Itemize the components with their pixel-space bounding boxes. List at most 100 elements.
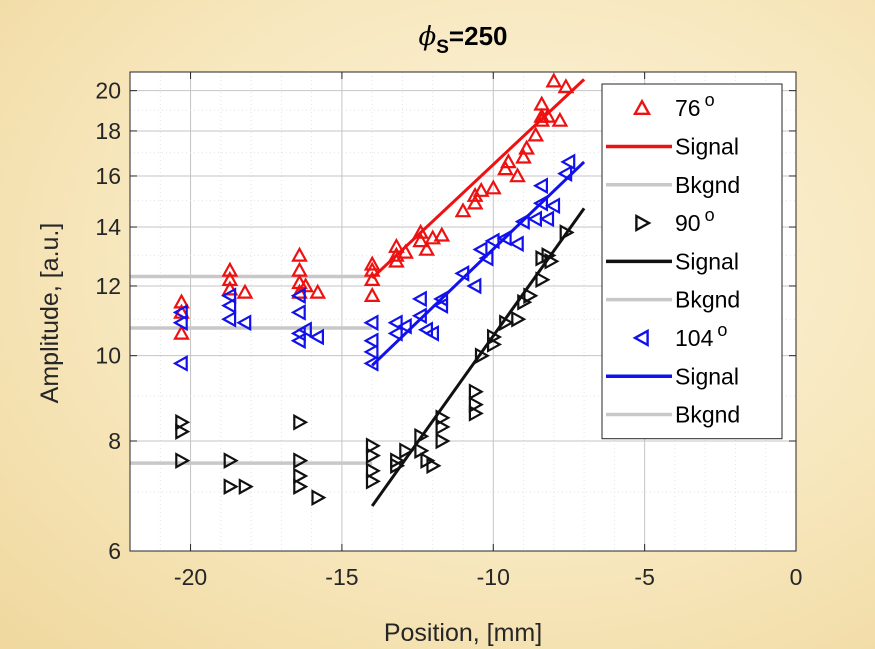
- data-points: [172, 72, 576, 506]
- point-90: [293, 467, 309, 485]
- point-76: [557, 78, 575, 94]
- y-tick-label: 14: [95, 214, 121, 240]
- point-76: [545, 72, 563, 88]
- point-90: [468, 405, 484, 422]
- point-90: [175, 452, 191, 469]
- point-104: [387, 314, 403, 332]
- point-90: [223, 478, 239, 495]
- y-tick-label: 16: [95, 163, 121, 189]
- legend-label: Signal: [675, 248, 739, 274]
- point-90: [399, 442, 415, 460]
- legend-marker-90: [635, 213, 652, 233]
- point-90: [390, 457, 406, 475]
- point-76: [518, 139, 535, 155]
- point-90: [311, 489, 327, 506]
- point-104: [514, 213, 530, 230]
- point-90: [365, 462, 381, 480]
- point-90: [559, 224, 575, 241]
- point-90: [426, 457, 442, 475]
- point-76: [397, 243, 414, 259]
- point-90: [487, 336, 503, 353]
- point-90: [468, 383, 484, 401]
- point-104: [484, 232, 500, 250]
- point-90: [293, 478, 309, 495]
- legend-marker-104: [632, 328, 649, 347]
- title-value: =250: [449, 21, 508, 51]
- point-104: [532, 194, 548, 212]
- point-104: [363, 332, 379, 350]
- point-90: [541, 247, 557, 264]
- point-104: [221, 310, 237, 328]
- point-104: [221, 297, 237, 314]
- point-104: [508, 235, 524, 253]
- point-104: [433, 297, 449, 314]
- point-90: [468, 396, 484, 413]
- plot-frame: [129, 71, 797, 552]
- point-104: [411, 290, 427, 308]
- point-76: [173, 324, 190, 340]
- point-104: [539, 210, 555, 228]
- legend-label: Signal: [675, 133, 739, 159]
- point-90: [293, 413, 309, 431]
- point-76: [527, 126, 545, 142]
- x-tick-label: -5: [634, 564, 654, 590]
- point-76: [500, 153, 517, 169]
- point-90: [511, 310, 527, 328]
- legend-degree: o: [717, 320, 727, 340]
- point-104: [557, 165, 573, 182]
- point-76: [388, 237, 405, 253]
- x-tick-label: -15: [325, 564, 358, 590]
- x-axis-label: Position, [mm]: [384, 619, 542, 647]
- legend-label: Bkgnd: [675, 287, 740, 313]
- point-104: [423, 325, 439, 342]
- point-76: [236, 283, 254, 299]
- point-104: [545, 197, 561, 215]
- point-76: [291, 246, 308, 262]
- point-90: [499, 314, 515, 332]
- legend-label: Bkgnd: [675, 402, 740, 428]
- y-tick-label: 6: [108, 538, 121, 564]
- legend-degree: o: [705, 205, 715, 225]
- point-90: [293, 452, 309, 469]
- y-axis-label: Amplitude, [a.u.]: [36, 223, 64, 404]
- title-symbol: ϕ: [419, 22, 437, 52]
- point-104: [236, 314, 252, 332]
- point-76: [418, 240, 436, 256]
- point-104: [411, 307, 427, 325]
- y-tick-label: 10: [95, 343, 121, 369]
- point-104: [172, 355, 188, 372]
- point-104: [466, 277, 482, 295]
- point-76: [363, 261, 381, 277]
- point-104: [172, 304, 188, 321]
- point-90: [435, 432, 451, 450]
- legend-label: Signal: [675, 363, 739, 389]
- legend-marker-76: [632, 98, 652, 115]
- point-90: [175, 423, 191, 440]
- point-104: [296, 321, 312, 339]
- title-subscript: S: [436, 37, 449, 58]
- point-104: [363, 343, 379, 361]
- legend-label: 76 o: [675, 90, 715, 121]
- point-76: [533, 95, 551, 111]
- point-76: [363, 286, 381, 302]
- point-76: [533, 111, 551, 127]
- point-76: [484, 179, 502, 195]
- point-76: [551, 111, 569, 127]
- point-76: [221, 261, 239, 277]
- point-76: [388, 252, 405, 268]
- legend-label: 90 o: [675, 205, 715, 236]
- point-104: [454, 265, 470, 282]
- point-104: [387, 325, 403, 342]
- point-90: [365, 472, 381, 490]
- point-76: [309, 283, 327, 299]
- point-76: [509, 167, 526, 183]
- point-90: [435, 409, 451, 427]
- y-tick-label: 8: [108, 428, 121, 454]
- x-tick-label: 0: [790, 564, 803, 590]
- point-76: [539, 107, 557, 123]
- point-104: [290, 287, 306, 305]
- point-90: [365, 447, 381, 464]
- point-90: [365, 437, 381, 455]
- point-76: [412, 223, 429, 239]
